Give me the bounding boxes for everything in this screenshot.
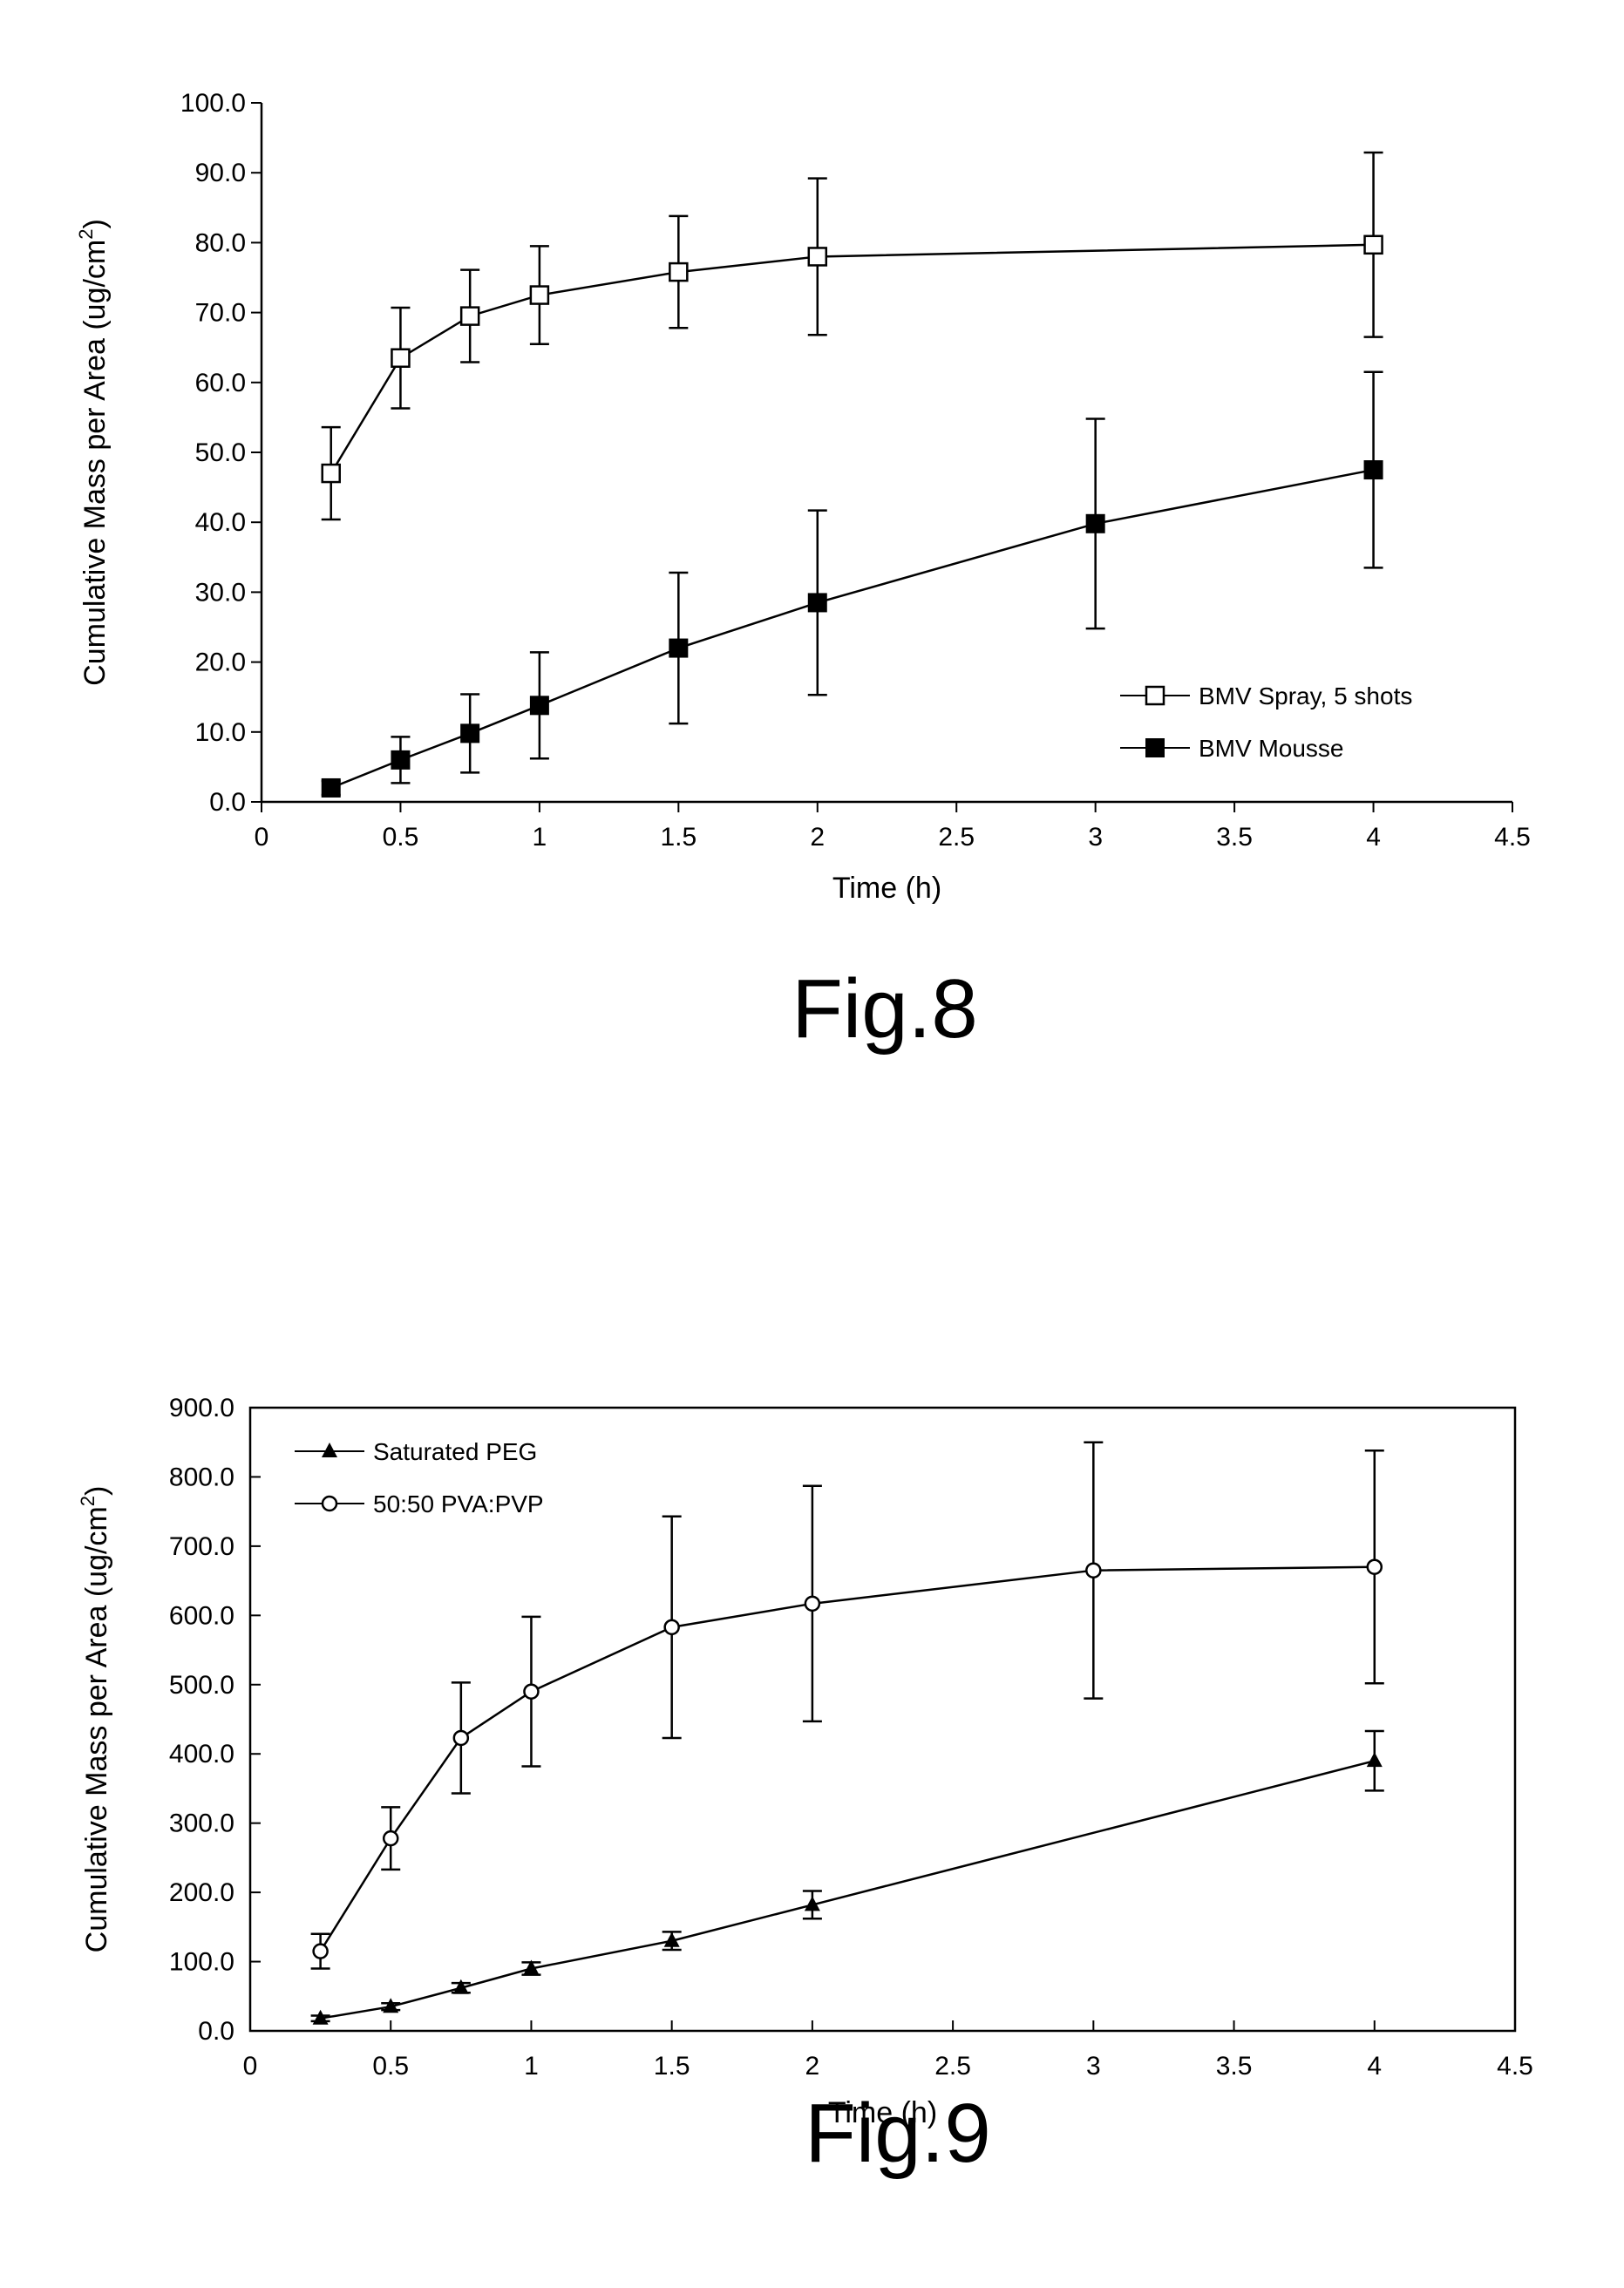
data-point bbox=[809, 594, 826, 611]
figure-caption-fig8: Fig.8 bbox=[792, 962, 977, 1056]
series-line bbox=[321, 1761, 1375, 2019]
x-tick-label: 2.5 bbox=[938, 823, 975, 852]
x-tick-label: 0.5 bbox=[383, 823, 419, 852]
y-axis-title: Cumulative Mass per Area (ug/cm2) bbox=[77, 1486, 113, 1953]
y-tick-label: 60.0 bbox=[195, 369, 246, 397]
data-point bbox=[323, 465, 340, 482]
y-tick-label: 600.0 bbox=[169, 1601, 234, 1630]
x-tick-label: 3 bbox=[1086, 2052, 1101, 2081]
y-axis-title: Cumulative Mass per Area (ug/cm2) bbox=[75, 219, 112, 686]
y-tick-label: 50.0 bbox=[195, 438, 246, 467]
series-2 bbox=[311, 1443, 1384, 1969]
y-tick-label: 400.0 bbox=[169, 1740, 234, 1769]
x-tick-label: 1.5 bbox=[660, 823, 696, 852]
y-tick-label: 900.0 bbox=[169, 1394, 234, 1422]
legend-label: Saturated PEG bbox=[373, 1438, 537, 1465]
y-tick-label: 40.0 bbox=[195, 508, 246, 537]
legend-marker bbox=[1146, 739, 1164, 757]
x-tick-label: 4 bbox=[1367, 2052, 1382, 2081]
x-tick-label: 0 bbox=[243, 2052, 258, 2081]
y-tick-label: 0.0 bbox=[198, 2017, 234, 2046]
data-point bbox=[1368, 1560, 1382, 1574]
data-point bbox=[323, 779, 340, 797]
figure-caption-fig9: Fig.9 bbox=[805, 2087, 990, 2180]
chart-fig9: 0.0 100.0 200.0 300.0 400.0 500.0 600.0 700.0 80… bbox=[77, 1394, 1533, 2129]
y-tick-label: 300.0 bbox=[169, 1809, 234, 1838]
x-tick-label: 2 bbox=[810, 823, 825, 852]
y-tick-label: 70.0 bbox=[195, 299, 246, 328]
legend-label: BMV Spray, 5 shots bbox=[1199, 682, 1412, 709]
series-1 bbox=[311, 1731, 1384, 2025]
data-point bbox=[669, 640, 687, 657]
data-point bbox=[391, 751, 409, 769]
data-point bbox=[531, 696, 548, 714]
x-tick-label: 0 bbox=[255, 823, 269, 852]
series-2 bbox=[322, 372, 1383, 797]
x-tick-label: 2 bbox=[805, 2052, 820, 2081]
x-tick-label: 4 bbox=[1366, 823, 1381, 852]
data-point bbox=[805, 1597, 819, 1611]
x-tick-label: 2.5 bbox=[934, 2052, 971, 2081]
legend-label: 50:50 PVA:PVP bbox=[373, 1490, 544, 1517]
data-point bbox=[384, 1831, 398, 1845]
y-tick-label: 700.0 bbox=[169, 1532, 234, 1561]
data-point bbox=[461, 308, 479, 325]
legend-marker bbox=[1146, 687, 1164, 704]
data-point bbox=[531, 287, 548, 304]
x-tick-label: 1.5 bbox=[654, 2052, 690, 2081]
y-tick-label: 100.0 bbox=[180, 89, 246, 118]
x-axis-title: Time (h) bbox=[832, 872, 941, 905]
legend-entry: 50:50 PVA:PVP bbox=[295, 1490, 544, 1517]
legend-marker bbox=[323, 1497, 336, 1511]
y-tick-label: 30.0 bbox=[195, 578, 246, 607]
x-tick-label: 3.5 bbox=[1216, 823, 1253, 852]
legend-entry: Saturated PEG bbox=[295, 1438, 537, 1465]
data-point bbox=[1365, 461, 1383, 479]
legend-entry: BMV Mousse bbox=[1120, 735, 1344, 762]
data-point bbox=[524, 1685, 538, 1699]
y-tick-label: 100.0 bbox=[169, 1948, 234, 1977]
data-point bbox=[669, 263, 687, 281]
x-tick-label: 4.5 bbox=[1497, 2052, 1533, 2081]
data-point bbox=[665, 1620, 679, 1634]
chart-fig8: 0.0 10.0 20.0 30.0 40.0 50.0 60.0 70.0 80.0 90.0 1… bbox=[75, 89, 1531, 905]
x-tick-label: 1 bbox=[524, 2052, 539, 2081]
series-line bbox=[331, 245, 1374, 473]
data-point bbox=[1367, 1752, 1383, 1767]
data-point bbox=[314, 1945, 328, 1959]
legend-entry: BMV Spray, 5 shots bbox=[1120, 682, 1412, 709]
y-tick-label: 0.0 bbox=[209, 788, 246, 817]
y-tick-label: 80.0 bbox=[195, 228, 246, 257]
legend-marker bbox=[322, 1443, 337, 1457]
y-tick-label: 10.0 bbox=[195, 718, 246, 747]
data-point bbox=[461, 724, 479, 742]
x-tick-label: 0.5 bbox=[372, 2052, 409, 2081]
x-tick-label: 4.5 bbox=[1494, 823, 1531, 852]
y-tick-label: 90.0 bbox=[195, 159, 246, 187]
data-point bbox=[454, 1731, 468, 1745]
data-point bbox=[1086, 1564, 1100, 1578]
y-tick-label: 20.0 bbox=[195, 648, 246, 677]
y-tick-label: 800.0 bbox=[169, 1463, 234, 1491]
data-point bbox=[1087, 515, 1104, 533]
legend-label: BMV Mousse bbox=[1199, 735, 1344, 762]
x-tick-label: 1 bbox=[533, 823, 547, 852]
data-point bbox=[809, 248, 826, 265]
series-1 bbox=[322, 153, 1383, 519]
series-line bbox=[321, 1567, 1375, 1952]
data-point bbox=[391, 350, 409, 367]
x-tick-label: 3.5 bbox=[1216, 2052, 1253, 2081]
y-tick-label: 500.0 bbox=[169, 1671, 234, 1700]
data-point bbox=[1365, 236, 1383, 254]
x-tick-label: 3 bbox=[1088, 823, 1103, 852]
y-tick-label: 200.0 bbox=[169, 1878, 234, 1907]
